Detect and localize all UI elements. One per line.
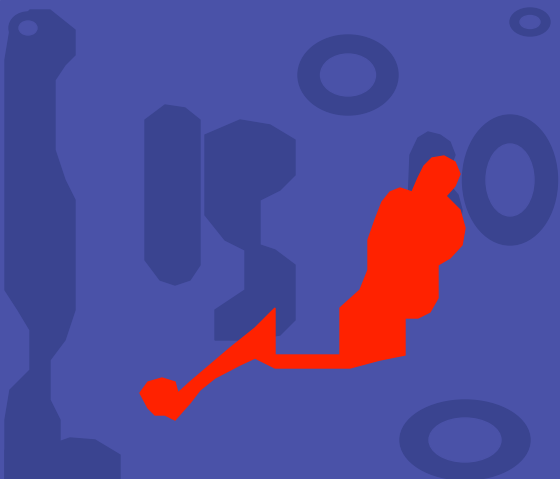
Ellipse shape — [520, 15, 540, 28]
Polygon shape — [145, 105, 200, 285]
Polygon shape — [140, 156, 465, 420]
Polygon shape — [205, 120, 295, 340]
Ellipse shape — [463, 115, 558, 245]
Ellipse shape — [400, 400, 530, 479]
Ellipse shape — [320, 54, 376, 96]
Ellipse shape — [486, 144, 534, 216]
Ellipse shape — [429, 418, 501, 462]
Polygon shape — [5, 10, 75, 479]
Ellipse shape — [298, 35, 398, 115]
Polygon shape — [5, 438, 120, 479]
Polygon shape — [408, 132, 462, 240]
Ellipse shape — [510, 8, 550, 36]
Ellipse shape — [19, 21, 37, 35]
Ellipse shape — [9, 12, 47, 44]
